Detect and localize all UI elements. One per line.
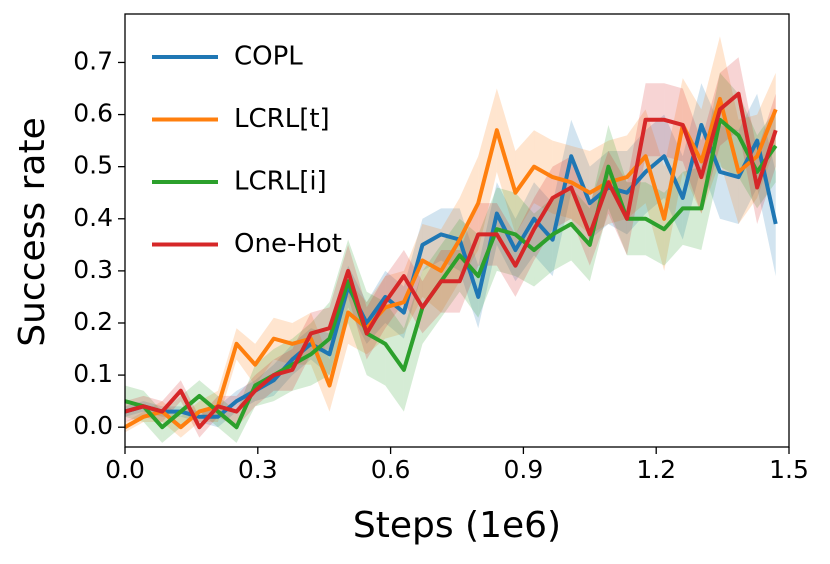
y-tick-label: 0.2: [73, 307, 113, 336]
series-line: [124, 91, 778, 430]
y-tick-label: 0.3: [73, 255, 113, 284]
legend-label: LCRL[t]: [234, 104, 330, 134]
legend: COPL LCRL[t] LCRL[i] One-Hot: [152, 42, 342, 259]
y-tick-label: 0.5: [73, 151, 113, 180]
y-tick-label: 0.7: [73, 46, 113, 75]
x-tick-label: 1.5: [769, 455, 809, 484]
legend-label: LCRL[i]: [234, 167, 327, 197]
y-tick-label: 0.6: [73, 99, 113, 128]
series-line: [124, 122, 778, 419]
legend-label: One-Hot: [234, 229, 342, 259]
x-tick-label: 1.2: [636, 455, 676, 484]
x-tick-label: 0.0: [105, 455, 145, 484]
plot-area: [124, 36, 778, 443]
x-tick-label: 0.9: [504, 455, 544, 484]
plot-frame: [124, 13, 790, 448]
x-tick-label: 0.3: [238, 455, 278, 484]
error-band: [441, 208, 460, 271]
error-band: [255, 349, 274, 407]
x-axis-label: Steps (1e6): [353, 505, 561, 546]
legend-label: COPL: [234, 42, 303, 72]
y-tick-label: 0.1: [73, 359, 113, 388]
error-band: [292, 312, 311, 365]
y-tick-label: 0.0: [73, 411, 113, 440]
x-tick-label: 0.6: [371, 455, 411, 484]
y-tick-label: 0.4: [73, 203, 113, 232]
series-line: [124, 96, 778, 430]
series-line: [124, 117, 778, 430]
y-axis-label: Success rate: [12, 117, 53, 346]
